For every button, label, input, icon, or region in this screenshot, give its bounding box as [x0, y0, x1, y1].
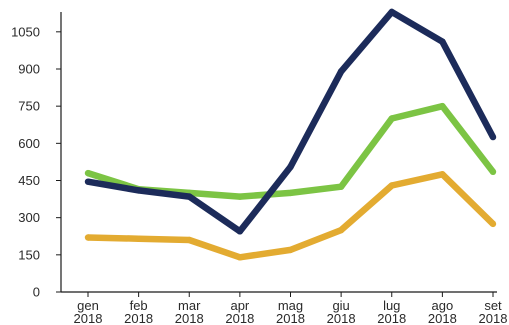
y-tick-label: 300	[18, 210, 40, 225]
x-tick-label-month: set	[484, 298, 502, 313]
series-2-point	[388, 8, 395, 16]
x-tick-label: feb 2018	[124, 298, 153, 325]
axis-layer	[60, 12, 497, 293]
series-1-point	[489, 168, 497, 175]
series-3-point	[489, 220, 497, 228]
x-tick-label: lug 2018	[377, 298, 406, 325]
series-3-point	[337, 226, 345, 234]
series-2-point	[489, 133, 497, 141]
x-tick-label: apr 2018	[225, 298, 254, 325]
x-tick-label-month: gen	[77, 298, 99, 313]
x-tick-label-year: 2018	[124, 311, 153, 325]
series-2-point	[439, 38, 446, 45]
series-line-2	[87, 8, 496, 235]
series-1-point	[287, 189, 294, 197]
x-tick-label-month: mag	[278, 298, 303, 313]
series-2-point	[287, 163, 294, 171]
x-tick-label-year: 2018	[74, 311, 103, 325]
x-tick-label-year: 2018	[276, 311, 305, 325]
y-tick-label: 1050	[11, 24, 40, 39]
series-3-point	[236, 254, 244, 261]
series-3-point	[84, 234, 92, 241]
series-1-point	[337, 183, 345, 190]
x-tick-label: giu 2018	[327, 298, 356, 325]
x-tick-label-month: mar	[178, 298, 201, 313]
y-tick-label: 150	[18, 247, 40, 262]
series-2-point	[236, 228, 244, 235]
y-tick-label: 0	[33, 285, 40, 300]
series-2-point	[84, 178, 92, 185]
x-tick-label-month: feb	[130, 298, 148, 313]
series-layer	[84, 8, 497, 261]
series-2-point	[337, 68, 345, 75]
x-tick-label-year: 2018	[377, 311, 406, 325]
series-3-point	[388, 182, 395, 189]
x-tick-label: mar 2018	[175, 298, 204, 325]
series-2-point	[186, 193, 193, 200]
series-2-point	[135, 187, 142, 194]
series-1-point	[84, 169, 92, 177]
series-1-point	[388, 115, 395, 122]
x-tick-label-year: 2018	[428, 311, 457, 325]
x-tick-label-month: lug	[383, 298, 400, 313]
series-3-point	[135, 235, 142, 242]
x-tick-label: gen 2018	[74, 298, 103, 325]
series-1-point	[439, 103, 446, 110]
x-tick-label: mag 2018	[276, 298, 305, 325]
series-3-point	[287, 246, 294, 254]
x-tick-label-month: giu	[332, 298, 349, 313]
x-tick-label: set 2018	[479, 298, 508, 325]
x-tick-label-year: 2018	[225, 311, 254, 325]
series-line-1	[87, 102, 496, 200]
y-tick-label: 750	[18, 99, 40, 114]
y-tick-label: 900	[18, 61, 40, 76]
y-tick-label: 600	[18, 136, 40, 151]
y-tick-label: 450	[18, 173, 40, 188]
y-tick-labels: 0 150 300 450 600 750 900 1050	[11, 24, 61, 300]
x-tick-label-year: 2018	[479, 311, 508, 325]
series-1-point	[236, 193, 244, 200]
series-3-point	[439, 171, 446, 178]
x-tick-label-year: 2018	[327, 311, 356, 325]
x-tick-label-year: 2018	[175, 311, 204, 325]
x-tick-label-month: ago	[432, 298, 454, 313]
x-tick-label: ago 2018	[428, 298, 457, 325]
x-tick-label-month: apr	[230, 298, 249, 313]
series-3-point	[186, 236, 193, 244]
